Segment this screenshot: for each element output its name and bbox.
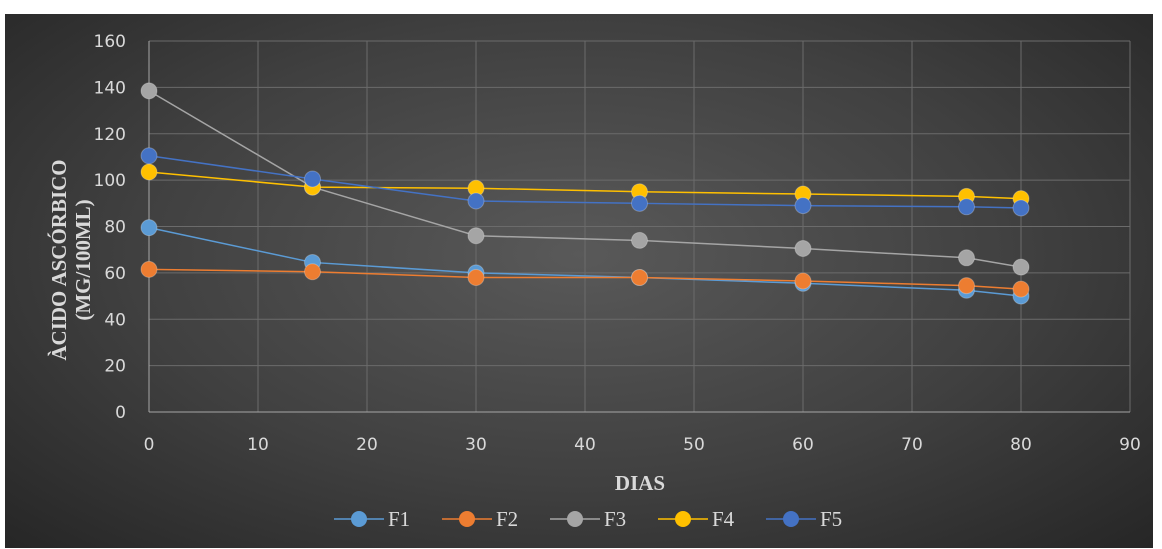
y-tick-label: 140 [94,78,126,98]
y-tick-label: 120 [94,125,126,145]
data-point-f1 [140,219,158,237]
data-point-f3 [631,231,648,249]
x-tick-label: 20 [356,435,378,455]
data-point-f3 [140,82,158,100]
data-point-f3 [467,227,485,245]
data-point-f5 [631,194,648,212]
x-tick-label: 60 [792,435,814,455]
y-axis-title-line1: ÀCIDO ASCÓRBICO [47,159,71,360]
gridlines [149,40,1131,412]
x-tick-label: 0 [144,435,155,455]
x-tick-label: 80 [1010,435,1032,455]
x-tick-label: 40 [574,435,596,455]
data-point-f5 [1012,199,1030,217]
x-tick-label: 50 [683,435,705,455]
data-point-f2 [467,269,485,287]
legend-label: F3 [604,507,626,531]
y-tick-label: 160 [94,32,126,52]
data-point-f4 [140,163,158,181]
data-point-f3 [1012,258,1030,276]
legend-label: F5 [820,507,842,531]
data-point-f5 [467,192,485,210]
legend-marker [675,511,691,527]
data-point-f3 [958,249,975,267]
legend-label: F2 [496,507,518,531]
y-tick-label: 80 [104,218,126,238]
legend-label: F1 [388,507,410,531]
legend-label: F4 [712,507,735,531]
data-point-f2 [631,269,648,287]
y-tick-label: 20 [104,357,126,377]
y-tick-label: 40 [104,310,126,330]
legend-marker [459,511,475,527]
legend-item-f3: F3 [550,507,626,531]
series-f5 [140,147,1030,217]
data-point-f2 [958,277,975,295]
x-tick-label: 30 [465,435,487,455]
legend-item-f1: F1 [334,507,410,531]
y-axis-title-group: ÀCIDO ASCÓRBICO (MG/100ML) [47,159,95,360]
y-tick-label: 60 [104,264,126,284]
legend-marker [783,511,799,527]
x-tick-label: 10 [247,435,269,455]
legend: F1 F2 F3 F4 F5 [334,507,842,531]
x-tick-label: 90 [1119,435,1141,455]
tick-labels: 0 10 20 30 40 50 60 70 80 90 0 20 40 60 80 100 120 140 160 [94,32,1141,455]
legend-marker [567,511,583,527]
data-point-f3 [794,240,812,258]
series-layer [140,82,1030,305]
y-axis-title-line2: (MG/100ML) [71,199,95,320]
y-tick-label: 100 [94,171,126,191]
data-point-f5 [304,170,321,188]
data-point-f2 [140,260,158,278]
data-point-f2 [1012,280,1030,298]
data-point-f5 [958,198,975,216]
data-point-f5 [794,197,812,215]
legend-marker [351,511,367,527]
legend-item-f4: F4 [658,507,735,531]
data-point-f2 [304,263,321,281]
y-tick-label: 0 [115,403,126,423]
legend-item-f5: F5 [766,507,842,531]
series-f2 [140,260,1030,298]
x-axis-title: DIAS [615,471,665,495]
data-point-f5 [140,147,158,165]
x-tick-label: 70 [901,435,923,455]
data-point-f2 [794,272,812,290]
legend-item-f2: F2 [442,507,518,531]
